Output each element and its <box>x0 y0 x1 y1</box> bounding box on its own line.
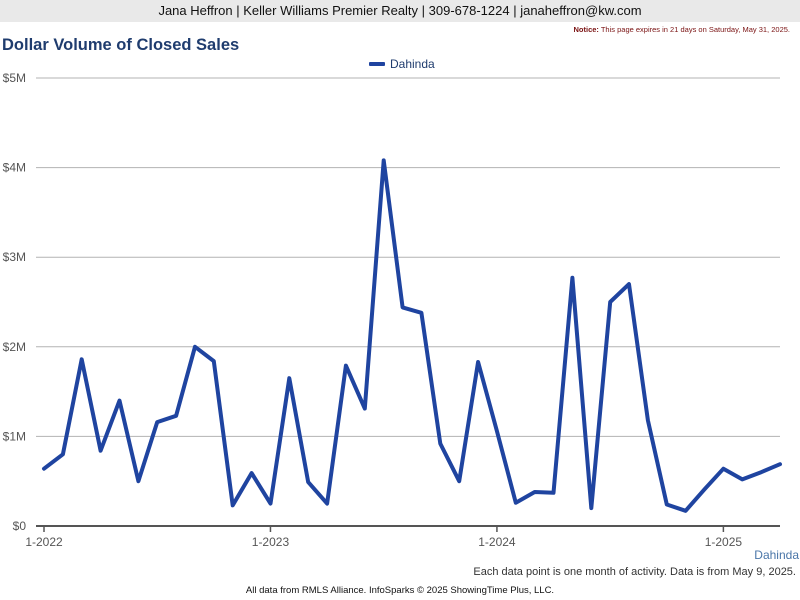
y-tick-label: $3M <box>3 250 26 264</box>
contact-header-text: Jana Heffron | Keller Williams Premier R… <box>158 3 642 18</box>
x-tick-label: 1-2025 <box>705 535 743 549</box>
legend-label: Dahinda <box>390 57 435 71</box>
chart-title: Dollar Volume of Closed Sales <box>2 36 240 54</box>
y-tick-label: $5M <box>3 71 26 85</box>
chart-legend[interactable]: Dahinda <box>369 57 435 71</box>
data-footnote: Each data point is one month of activity… <box>473 566 796 578</box>
series-end-label: Dahinda <box>754 548 799 562</box>
y-tick-label: $0 <box>13 519 27 533</box>
legend-swatch <box>369 62 385 66</box>
y-tick-label: $4M <box>3 161 26 175</box>
data-credit: All data from RMLS Alliance. InfoSparks … <box>245 585 555 596</box>
x-tick-label: 1-2023 <box>252 535 290 549</box>
x-tick-label: 1-2024 <box>478 535 516 549</box>
notice-label: Notice: <box>573 25 599 34</box>
y-tick-label: $2M <box>3 340 26 354</box>
notice-text: This page expires in 21 days on Saturday… <box>598 25 790 34</box>
y-tick-label: $1M <box>3 429 26 443</box>
contact-header-bar: Jana Heffron | Keller Williams Premier R… <box>0 0 800 22</box>
x-tick-label: 1-2022 <box>25 535 63 549</box>
series-line-dahinda <box>42 158 782 513</box>
expiration-notice: Notice: This page expires in 21 days on … <box>573 25 790 34</box>
